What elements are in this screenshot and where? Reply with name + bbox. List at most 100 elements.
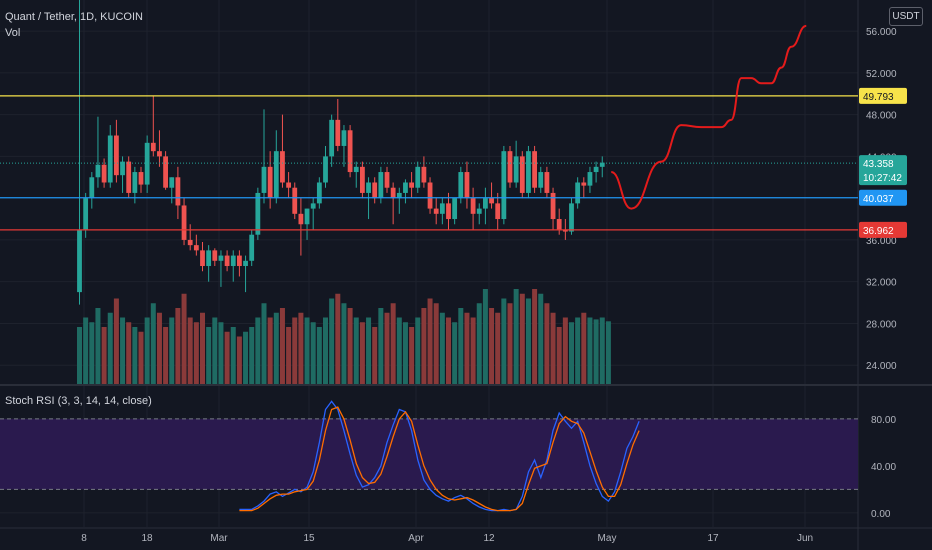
volume-bar [249,327,255,384]
rsi-tick-label: 80.00 [871,415,896,426]
candle-body [476,208,482,214]
volume-bar [310,322,316,384]
candle-body [409,182,414,188]
volume-bar [230,327,236,384]
volume-bar [396,317,402,384]
candle-body [538,172,544,188]
candle-body [83,198,89,230]
candle-body [403,182,408,193]
candle-body [341,130,347,146]
candle-body [120,161,125,176]
candle-body [89,177,95,199]
rsi-tick-label: 0.00 [871,509,891,520]
candle-body [507,151,513,183]
candle-body [138,172,144,185]
price-tick-label: 56.000 [866,27,897,38]
candle-body [101,164,107,183]
volume-bar [193,322,199,384]
volume-bar [587,317,593,384]
candle-body [360,166,365,193]
volume-bar [495,312,501,384]
volume-bar [513,289,519,384]
volume-bar [519,293,525,384]
volume-bar [101,327,107,384]
stoch-rsi-title: Stoch RSI (3, 3, 14, 14, close) [5,395,152,407]
candle-body [421,166,427,183]
volume-bar [575,317,581,384]
candle-body [519,156,525,193]
volume-bar [421,308,427,384]
volume-bar [236,336,242,384]
time-tick-label: May [598,533,617,544]
volume-bar [501,298,507,384]
volume-bar [292,317,298,384]
candle-body [243,260,248,267]
volume-bar [476,303,482,384]
candle-body [237,255,242,267]
volume-bar [132,327,138,384]
price-tick-label: 32.000 [866,278,897,289]
volume-bar [255,317,261,384]
volume-bar [77,327,82,384]
candle-body [310,203,316,209]
volume-bar [286,327,292,384]
volume-bar [267,317,273,384]
volume-bar [409,327,415,384]
candle-body [464,172,470,199]
currency-button[interactable]: USDT [889,7,923,26]
candle-body [587,172,593,186]
volume-bar [439,312,445,384]
red-price-label: 36.962 [863,226,894,237]
volume-bar [206,327,212,384]
volume-bar [163,327,169,384]
volume-bar [335,293,341,384]
time-tick-label: 12 [483,533,495,544]
candle-body [132,172,138,193]
volume-bar [544,303,550,384]
candle-body [575,182,581,204]
candle-body [230,255,236,267]
volume-bar [169,317,175,384]
projection-path [610,24,807,210]
candle-body [390,187,396,199]
volume-bar [458,308,464,384]
candle-body [550,192,556,220]
candle-body [501,151,507,220]
volume-bar [95,308,101,384]
candle-body [556,219,562,230]
volume-bar [593,319,599,384]
candle-body [261,166,267,193]
volume-bar [261,303,267,384]
candle-body [446,203,451,220]
volume-bar [427,298,433,384]
volume-bar [538,293,544,384]
volume-bar [489,308,495,384]
volume-bar [390,303,396,384]
last-price-bg [859,155,907,186]
time-tick-label: 15 [303,533,315,544]
volume-bar [273,312,279,384]
volume-bar [525,298,531,384]
price-tick-label: 24.000 [866,361,897,372]
candle-body [107,135,113,183]
candle-body [439,203,445,214]
volume-bar [433,303,439,384]
volume-bar [470,317,476,384]
volume-bar [150,303,156,384]
volume-bar [372,327,378,384]
volume-bar [599,317,605,384]
candle-body [372,182,378,199]
candle-body [286,182,291,188]
volume-bar [482,289,488,384]
volume-bar [353,317,359,384]
candle-body [544,172,550,193]
candle-body [181,205,187,240]
candle-body [157,151,162,157]
rsi-line-k [239,400,640,512]
candle-body [249,234,255,261]
volume-bar [532,289,538,384]
volume-bar [415,317,421,384]
volume-bar [556,327,562,384]
resistance-price-label: 49.793 [863,92,894,103]
